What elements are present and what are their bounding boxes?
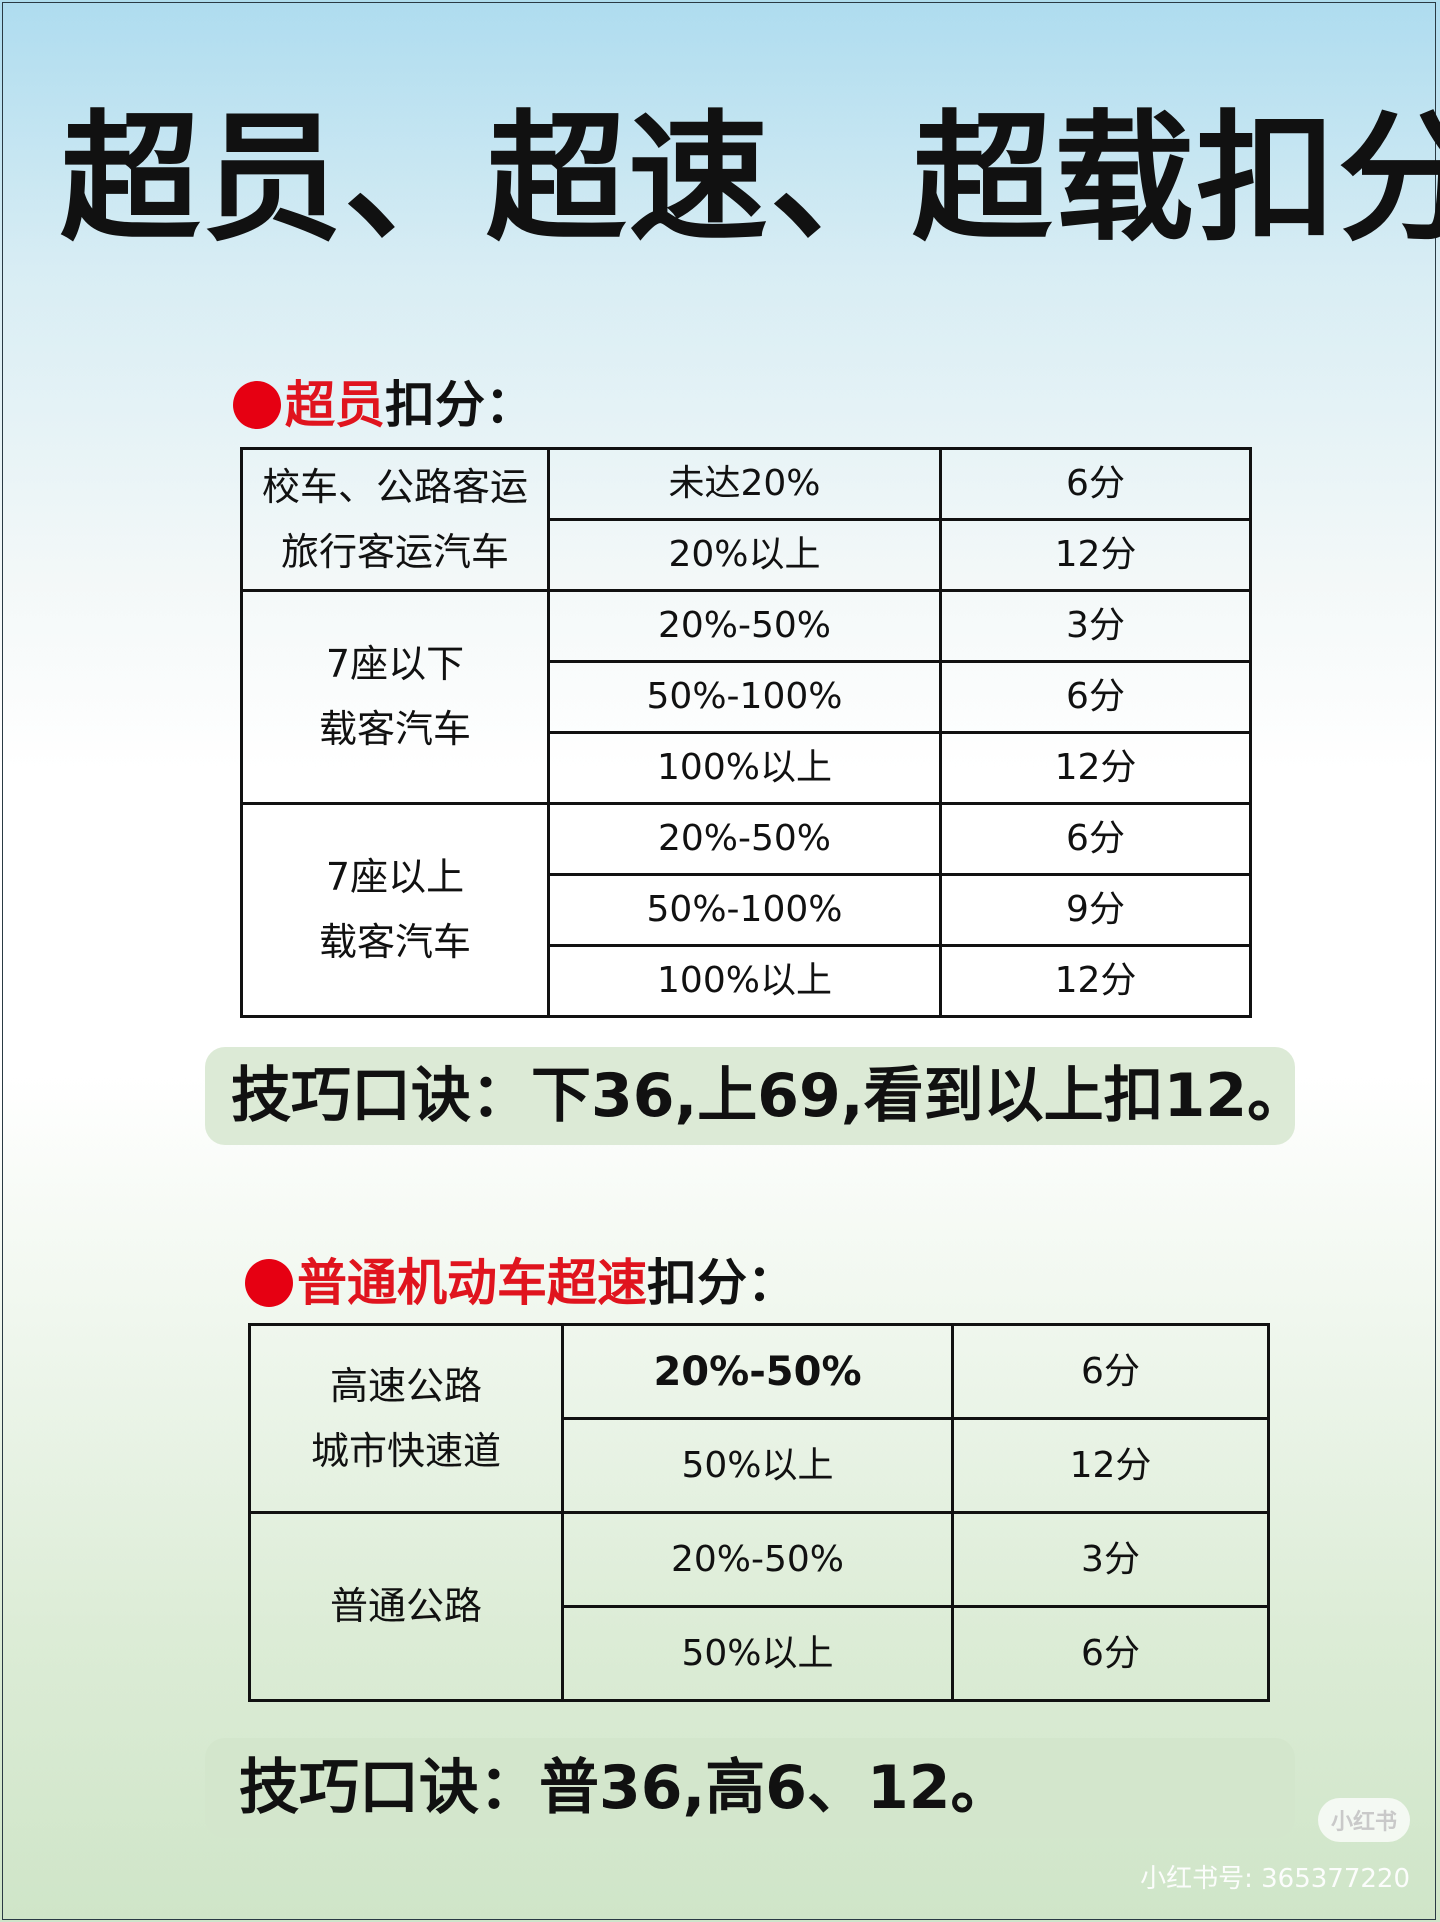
category-line: 校车、公路客运 bbox=[261, 464, 528, 509]
table-row: 7座以下 载客汽车 20%-50% 3分 bbox=[240, 589, 1252, 805]
category-cell: 普通公路 bbox=[248, 1511, 564, 1702]
range-cell: 20%-50% bbox=[547, 802, 942, 876]
table-row: 100%以上 12分 bbox=[242, 944, 1252, 1018]
range-cell: 20%-50% bbox=[547, 589, 942, 663]
table-row: 50%-100% 9分 bbox=[242, 873, 1252, 947]
red-bullet-icon bbox=[233, 381, 281, 429]
points-cell: 12分 bbox=[939, 731, 1252, 805]
table-row: 50%以上 12分 bbox=[250, 1417, 1270, 1514]
points-cell: 6分 bbox=[951, 1605, 1270, 1702]
speeding-table: 高速公路 城市快速道 20%-50% 6分 50%以上 12分 普通公路 20%… bbox=[248, 1323, 1270, 1702]
page-title: 超员、超速、超载扣分 bbox=[60, 98, 1440, 261]
category-line: 城市快速道 bbox=[310, 1428, 501, 1473]
table-row: 校车、公路客运 旅行客运汽车 未达20% 6分 bbox=[240, 447, 1252, 592]
points-cell: 6分 bbox=[951, 1323, 1270, 1420]
category-line: 载客汽车 bbox=[318, 920, 471, 964]
section2-heading-highlight: 普通机动车超速 bbox=[297, 1254, 647, 1312]
section2-heading: 普通机动车超速 扣分： bbox=[245, 1258, 797, 1308]
points-cell: 12分 bbox=[939, 518, 1252, 592]
range-cell: 20%-50% bbox=[561, 1511, 954, 1608]
table-row: 普通公路 20%-50% 3分 bbox=[248, 1511, 1270, 1702]
points-cell: 12分 bbox=[951, 1417, 1270, 1514]
category-cell: 校车、公路客运 旅行客运汽车 bbox=[240, 447, 550, 592]
mnemonic-tip-overload: 技巧口诀：下36,上69,看到以上扣12。 bbox=[205, 1047, 1307, 1145]
points-cell: 6分 bbox=[939, 447, 1252, 521]
table-row: 100%以上 12分 bbox=[242, 731, 1252, 805]
section1-heading: 超员 扣分： bbox=[233, 380, 535, 430]
xiaohongshu-id-watermark: 小红书号: 365377220 bbox=[1140, 1864, 1410, 1894]
category-line: 旅行客运汽车 bbox=[280, 529, 509, 574]
category-line: 普通公路 bbox=[329, 1584, 482, 1629]
table-row: 20%以上 12分 bbox=[242, 518, 1252, 592]
range-cell: 20%-50% bbox=[561, 1323, 954, 1420]
table-row: 50%-100% 6分 bbox=[242, 660, 1252, 734]
section1-heading-highlight: 超员 bbox=[285, 376, 385, 434]
table-row: 7座以上 载客汽车 20%-50% 6分 bbox=[240, 802, 1252, 1018]
xiaohongshu-watermark-badge: 小红书 bbox=[1318, 1798, 1410, 1842]
points-cell: 6分 bbox=[939, 802, 1252, 876]
category-line: 7座以上 bbox=[325, 855, 465, 900]
category-cell: 7座以上 载客汽车 bbox=[240, 802, 550, 1018]
points-cell: 3分 bbox=[951, 1511, 1270, 1608]
category-cell: 7座以下 载客汽车 bbox=[240, 589, 550, 805]
range-cell: 100%以上 bbox=[547, 731, 942, 805]
points-cell: 12分 bbox=[939, 944, 1252, 1018]
category-line: 7座以下 bbox=[325, 642, 465, 687]
range-cell: 50%以上 bbox=[561, 1417, 954, 1514]
range-cell: 100%以上 bbox=[547, 944, 942, 1018]
points-cell: 9分 bbox=[939, 873, 1252, 947]
range-cell: 50%-100% bbox=[547, 873, 942, 947]
section1-heading-suffix: 扣分： bbox=[385, 376, 535, 434]
table-row: 高速公路 城市快速道 20%-50% 6分 bbox=[248, 1323, 1270, 1514]
range-cell: 未达20% bbox=[547, 447, 942, 521]
mnemonic-tip-speeding: 技巧口诀：普36,高6、12。 bbox=[205, 1738, 1295, 1838]
category-line: 高速公路 bbox=[329, 1363, 482, 1408]
table-row: 50%以上 6分 bbox=[250, 1605, 1270, 1702]
overload-passenger-table: 校车、公路客运 旅行客运汽车 未达20% 6分 20%以上 12分 7座以下 载… bbox=[240, 447, 1252, 1018]
points-cell: 6分 bbox=[939, 660, 1252, 734]
range-cell: 50%以上 bbox=[561, 1605, 954, 1702]
category-line: 载客汽车 bbox=[318, 707, 471, 751]
section2-heading-suffix: 扣分： bbox=[647, 1254, 797, 1312]
points-cell: 3分 bbox=[939, 589, 1252, 663]
red-bullet-icon bbox=[245, 1259, 293, 1307]
range-cell: 20%以上 bbox=[547, 518, 942, 592]
category-cell: 高速公路 城市快速道 bbox=[248, 1323, 564, 1514]
range-cell: 50%-100% bbox=[547, 660, 942, 734]
